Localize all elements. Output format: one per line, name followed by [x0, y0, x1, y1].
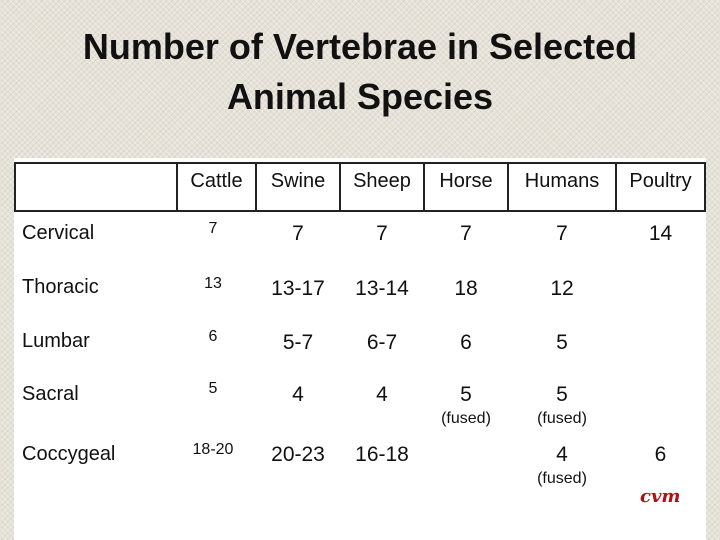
header-divider	[507, 162, 509, 212]
cell-thoracic-humans: 12	[550, 277, 574, 300]
cell-lumbar-swine: 5-7	[282, 331, 314, 354]
header-divider	[339, 162, 341, 212]
column-header-sheep: Sheep	[353, 170, 411, 192]
cell-sacral-horse: 5	[460, 383, 472, 406]
title-line-2: Animal Species	[226, 76, 494, 117]
cell-thoracic-sheep: 13-14	[355, 277, 409, 300]
cell-thoracic-horse: 18	[454, 277, 478, 300]
cell-cervical-cattle: 7	[208, 220, 218, 237]
column-header-poultry: Poultry	[629, 170, 692, 192]
page-title: Number of Vertebrae in Selected Animal S…	[0, 22, 720, 122]
cell-lumbar-humans: 5	[556, 331, 568, 354]
cell-cervical-horse: 7	[460, 222, 472, 245]
header-left-border	[14, 162, 16, 212]
cell-cervical-sheep: 7	[376, 222, 388, 245]
header-divider	[615, 162, 617, 212]
cell-lumbar-sheep: 6-7	[366, 331, 398, 354]
cell-sacral-sheep: 4	[376, 383, 388, 406]
header-divider	[255, 162, 257, 212]
cell-sacral-horse-note: (fused)	[441, 410, 491, 427]
row-label-sacral: Sacral	[22, 383, 79, 405]
column-header-horse: Horse	[439, 170, 493, 192]
cell-coccygeal-swine: 20-23	[271, 443, 325, 466]
watermark-logo: cvm	[640, 486, 681, 507]
cell-thoracic-swine: 13-17	[271, 277, 325, 300]
header-divider	[423, 162, 425, 212]
cell-sacral-swine: 4	[292, 383, 304, 406]
cell-coccygeal-cattle: 18-20	[192, 441, 234, 458]
cell-thoracic-cattle: 13	[204, 275, 222, 292]
cell-coccygeal-poultry: 6	[654, 443, 667, 466]
cell-cervical-humans: 7	[556, 222, 568, 245]
cell-sacral-cattle: 5	[208, 380, 218, 397]
cell-coccygeal-humans-note: (fused)	[537, 470, 587, 487]
cell-lumbar-cattle: 6	[208, 328, 218, 345]
header-bottom-border	[14, 210, 706, 212]
row-label-coccygeal: Coccygeal	[22, 443, 116, 465]
cell-cervical-poultry: 14	[648, 222, 673, 245]
column-header-swine: Swine	[270, 170, 326, 192]
cell-sacral-humans: 5	[556, 383, 568, 406]
table-top-border	[14, 162, 706, 164]
column-header-cattle: Cattle	[190, 170, 243, 192]
header-right-border	[704, 162, 706, 212]
cell-coccygeal-sheep: 16-18	[355, 443, 409, 466]
cell-sacral-humans-note: (fused)	[537, 410, 587, 427]
row-label-thoracic: Thoracic	[22, 276, 99, 298]
title-line-1: Number of Vertebrae in Selected	[82, 26, 638, 67]
vertebrae-table	[14, 158, 706, 540]
cell-coccygeal-humans: 4	[556, 443, 568, 466]
row-label-cervical: Cervical	[22, 222, 95, 244]
cell-lumbar-horse: 6	[460, 331, 472, 354]
cell-cervical-swine: 7	[292, 222, 304, 245]
header-divider	[176, 162, 178, 212]
row-label-lumbar: Lumbar	[22, 330, 90, 352]
column-header-humans: Humans	[524, 170, 600, 192]
